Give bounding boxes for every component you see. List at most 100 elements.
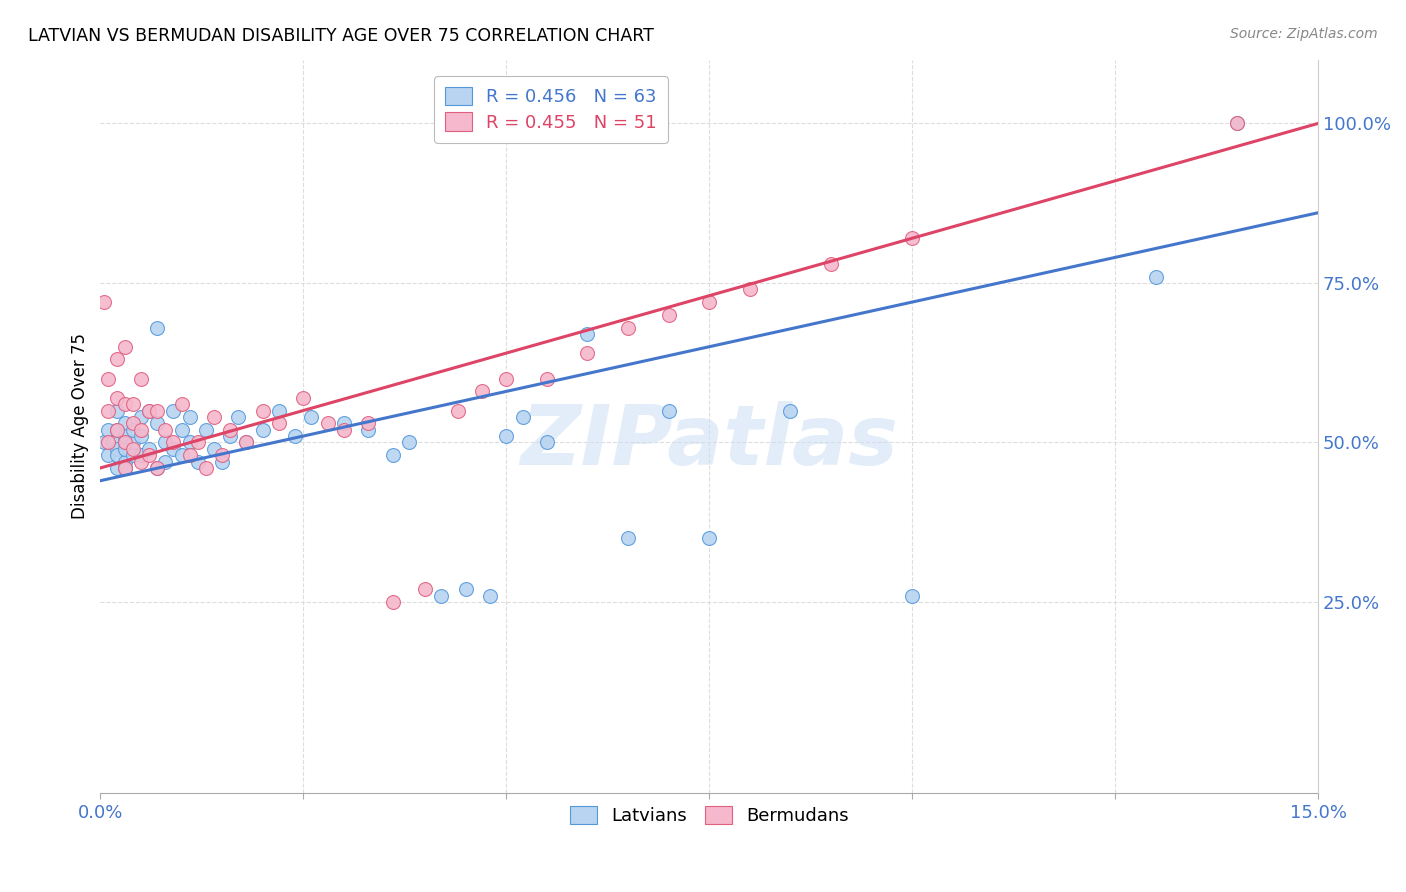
Point [105, 448, 128, 462]
Y-axis label: Disability Age Over 75: Disability Age Over 75 [72, 334, 89, 519]
Point [97, 403, 120, 417]
Point [129, 448, 152, 462]
Point [146, 461, 169, 475]
Point [536, 371, 558, 385]
Point [479, 589, 502, 603]
Point [211, 454, 233, 468]
Point [121, 423, 143, 437]
Point [381, 448, 404, 462]
Point [194, 423, 217, 437]
Point [495, 371, 517, 385]
Point [901, 589, 924, 603]
Point [105, 391, 128, 405]
Point [105, 423, 128, 437]
Point [170, 397, 193, 411]
Point [138, 403, 160, 417]
Legend: Latvians, Bermudans: Latvians, Bermudans [558, 795, 860, 836]
Point [146, 320, 169, 334]
Point [155, 435, 177, 450]
Point [105, 352, 128, 367]
Point [146, 403, 169, 417]
Point [202, 442, 225, 456]
Point [617, 320, 640, 334]
Point [495, 429, 517, 443]
Point [114, 435, 136, 450]
Point [381, 595, 404, 609]
Point [697, 295, 720, 310]
Point [138, 448, 160, 462]
Point [187, 435, 209, 450]
Point [114, 397, 136, 411]
Point [235, 435, 257, 450]
Point [471, 384, 494, 399]
Point [121, 397, 143, 411]
Point [267, 403, 290, 417]
Point [446, 403, 468, 417]
Point [129, 371, 152, 385]
Point [97, 448, 120, 462]
Point [138, 442, 160, 456]
Point [576, 326, 599, 341]
Point [129, 423, 152, 437]
Point [121, 417, 143, 431]
Point [430, 589, 453, 603]
Point [129, 409, 152, 424]
Point [901, 231, 924, 245]
Point [292, 391, 315, 405]
Point [114, 429, 136, 443]
Point [357, 423, 380, 437]
Point [170, 423, 193, 437]
Point [316, 417, 339, 431]
Text: Source: ZipAtlas.com: Source: ZipAtlas.com [1230, 27, 1378, 41]
Point [179, 435, 201, 450]
Point [413, 582, 436, 597]
Point [162, 435, 184, 450]
Point [105, 461, 128, 475]
Point [146, 417, 169, 431]
Point [697, 531, 720, 545]
Point [512, 409, 534, 424]
Point [162, 442, 184, 456]
Point [121, 442, 143, 456]
Point [333, 417, 356, 431]
Point [114, 454, 136, 468]
Point [219, 429, 242, 443]
Point [155, 423, 177, 437]
Point [252, 423, 274, 437]
Point [146, 461, 169, 475]
Point [114, 442, 136, 456]
Point [1226, 116, 1249, 130]
Point [252, 403, 274, 417]
Point [738, 282, 761, 296]
Point [97, 435, 120, 450]
Point [284, 429, 307, 443]
Point [211, 448, 233, 462]
Point [398, 435, 420, 450]
Point [114, 340, 136, 354]
Point [129, 429, 152, 443]
Point [1144, 269, 1167, 284]
Point [114, 461, 136, 475]
Point [576, 346, 599, 360]
Point [179, 409, 201, 424]
Point [187, 454, 209, 468]
Point [267, 417, 290, 431]
Point [779, 403, 801, 417]
Point [101, 435, 124, 450]
Point [301, 409, 323, 424]
Point [1226, 116, 1249, 130]
Point [114, 417, 136, 431]
Point [658, 308, 681, 322]
Point [357, 417, 380, 431]
Point [219, 423, 242, 437]
Point [228, 409, 250, 424]
Point [97, 423, 120, 437]
Point [202, 409, 225, 424]
Point [129, 454, 152, 468]
Point [105, 403, 128, 417]
Point [105, 423, 128, 437]
Point [93, 295, 115, 310]
Text: ZIPatlas: ZIPatlas [520, 401, 898, 482]
Point [333, 423, 356, 437]
Point [170, 448, 193, 462]
